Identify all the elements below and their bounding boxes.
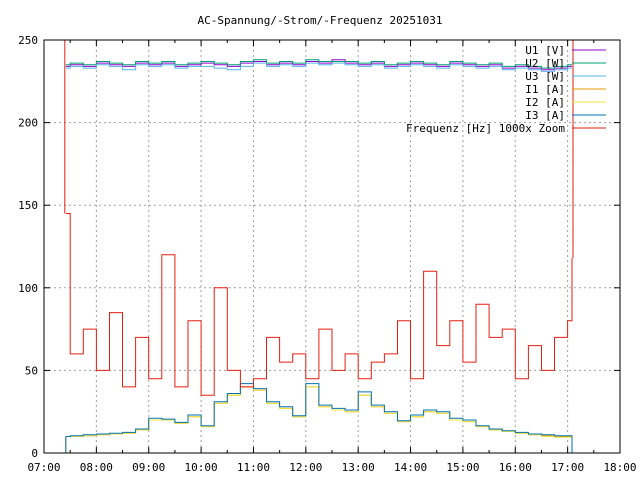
legend-label: I2 [A] [525, 96, 565, 109]
x-tick-label: 18:00 [603, 461, 636, 474]
legend-label: U3 [W] [525, 70, 565, 83]
series-group [64, 40, 574, 453]
legend-label: Frequenz [Hz] 1000x Zoom [406, 122, 565, 135]
x-tick-label: 14:00 [394, 461, 427, 474]
x-tick-label: 17:00 [551, 461, 584, 474]
y-tick-label: 200 [18, 117, 38, 130]
y-tick-label: 100 [18, 282, 38, 295]
series-line-6 [65, 213, 573, 396]
series-line-2 [65, 62, 572, 72]
x-tick-label: 10:00 [185, 461, 218, 474]
y-tick-label: 250 [18, 34, 38, 47]
x-tick-label: 11:00 [237, 461, 270, 474]
x-tick-label: 13:00 [342, 461, 375, 474]
x-tick-label: 07:00 [27, 461, 60, 474]
series-line-5 [65, 383, 572, 437]
y-tick-label: 150 [18, 199, 38, 212]
x-tick-label: 08:00 [80, 461, 113, 474]
x-tick-label: 16:00 [499, 461, 532, 474]
y-tick-label: 50 [25, 364, 38, 377]
legend-label: U1 [V] [525, 44, 565, 57]
y-tick-label: 0 [31, 447, 38, 460]
x-tick-label: 12:00 [289, 461, 322, 474]
chart-title: AC-Spannung/-Strom/-Frequenz 20251031 [197, 14, 442, 27]
grid [44, 40, 620, 453]
axes: 07:00 08:00 09:00 10:00 11:00 12:00 13:00 14:00… [18, 34, 636, 474]
legend: U1 [V]U2 [W]U3 [W]I1 [A]I2 [A]I3 [A]Freq… [406, 44, 606, 135]
legend-label: U2 [W] [525, 57, 565, 70]
x-tick-label: 09:00 [132, 461, 165, 474]
legend-label: I1 [A] [525, 83, 565, 96]
series-line-1 [65, 59, 572, 69]
x-tick-label: 15:00 [446, 461, 479, 474]
legend-label: I3 [A] [525, 109, 565, 122]
